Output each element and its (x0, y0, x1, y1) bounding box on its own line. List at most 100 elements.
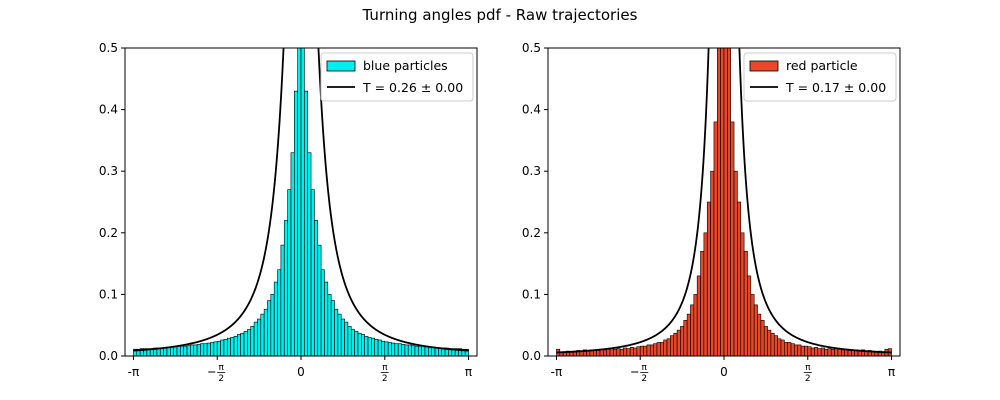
histogram-bar (817, 348, 822, 356)
histogram-bar (464, 348, 469, 356)
histogram-bar (737, 201, 742, 356)
histogram-bar (357, 332, 362, 356)
histogram-bar (649, 344, 654, 356)
histogram-bar (267, 300, 272, 356)
fit-curve (133, 48, 469, 352)
histogram-bar (666, 338, 671, 356)
histogram-bar (683, 319, 688, 356)
histogram-bar (686, 313, 691, 356)
histogram-bar (260, 313, 265, 356)
histogram-bar (676, 329, 681, 356)
histogram-bar (431, 347, 436, 356)
histogram-bar (354, 331, 359, 356)
histogram-bar (190, 344, 195, 356)
histogram-bar (170, 346, 174, 356)
histogram-bar (371, 337, 376, 356)
histogram-bar (330, 300, 335, 356)
figure-title: Turning angles pdf - Raw trajectories (362, 6, 638, 24)
histogram-bar (693, 294, 698, 356)
fit-curve (556, 48, 892, 354)
histogram-bar (639, 345, 644, 356)
histogram-bar (196, 343, 201, 356)
histogram-bar (377, 339, 382, 356)
histogram-bar (720, 48, 725, 356)
histogram-bar (727, 48, 731, 356)
histogram-bar (237, 334, 241, 356)
histogram-bar (257, 318, 262, 356)
svg-text:π: π (642, 363, 648, 373)
histogram-bar (827, 348, 832, 356)
histogram-bar (364, 335, 369, 356)
histogram-bar (777, 338, 782, 356)
histogram-bar (407, 344, 412, 356)
histogram-bar (623, 347, 628, 356)
histogram-bar (784, 342, 788, 356)
histogram-bar (619, 348, 624, 356)
histogram-bar (253, 321, 258, 356)
histogram-bar (417, 345, 422, 356)
histogram-bar (384, 341, 389, 356)
histogram-bar (680, 326, 685, 356)
histogram-bar (629, 347, 634, 356)
legend-label-bars: blue particles (363, 58, 448, 73)
histogram-bar (706, 201, 711, 356)
histogram-bar (397, 343, 402, 356)
histogram-bar (180, 345, 185, 356)
x-tick-label: -π (551, 365, 563, 379)
histogram-bar (660, 342, 664, 356)
histogram-bar (747, 275, 752, 356)
svg-text:2: 2 (218, 374, 224, 384)
histogram-bar (327, 294, 332, 356)
histogram-bar (344, 321, 349, 356)
legend-swatch-bars (749, 60, 779, 72)
histogram-bar (391, 342, 396, 356)
histogram-bar (367, 337, 372, 356)
histogram-bar (210, 342, 215, 356)
histogram-bar (280, 244, 285, 356)
svg-text:π: π (382, 363, 388, 373)
histogram-bar (763, 326, 768, 356)
y-tick-label: 0.0 (99, 349, 118, 363)
histogram-bar (206, 342, 211, 356)
histogram-bar (733, 170, 738, 356)
histogram-bar (424, 346, 429, 356)
histogram-bar (361, 334, 365, 356)
y-tick-label: 0.1 (522, 287, 541, 301)
histogram-bar (730, 121, 735, 356)
x-tick-label: π2-π/2 (208, 363, 226, 384)
y-tick-label: 0.4 (99, 103, 118, 117)
histogram-bar (787, 342, 792, 356)
histogram-bar (186, 345, 191, 356)
histogram-bar (804, 345, 809, 356)
svg-text:2: 2 (805, 374, 811, 384)
y-tick-label: 0.2 (522, 226, 541, 240)
histogram-bar (340, 318, 345, 356)
histogram-bar (350, 329, 355, 356)
histogram-bar (307, 152, 312, 356)
histogram-bar (317, 244, 322, 356)
histogram-bar (337, 313, 342, 356)
histogram-bar (203, 343, 208, 356)
histogram-bar (297, 48, 302, 356)
histogram-bar (277, 269, 282, 356)
histogram-bar (690, 304, 695, 356)
histogram-bar (636, 346, 641, 356)
histogram-bar (653, 343, 658, 356)
histogram-bar (387, 342, 392, 356)
histogram-bar (173, 346, 178, 356)
histogram-bar (334, 308, 339, 356)
histogram-bar (233, 335, 238, 356)
histogram-bar (287, 189, 292, 356)
histogram-bar (290, 152, 295, 356)
histogram-bar (740, 232, 745, 356)
x-tick-label: 0 (297, 365, 305, 379)
legend-label-fit: T = 0.26 ± 0.00 (362, 80, 463, 95)
histogram-bar (347, 326, 352, 356)
histogram-bar (760, 319, 765, 356)
y-tick-label: 0.5 (522, 41, 541, 55)
legend: blue particles T = 0.26 ± 0.00 (320, 52, 474, 102)
histogram-bar (807, 346, 812, 356)
legend-box (743, 52, 897, 102)
